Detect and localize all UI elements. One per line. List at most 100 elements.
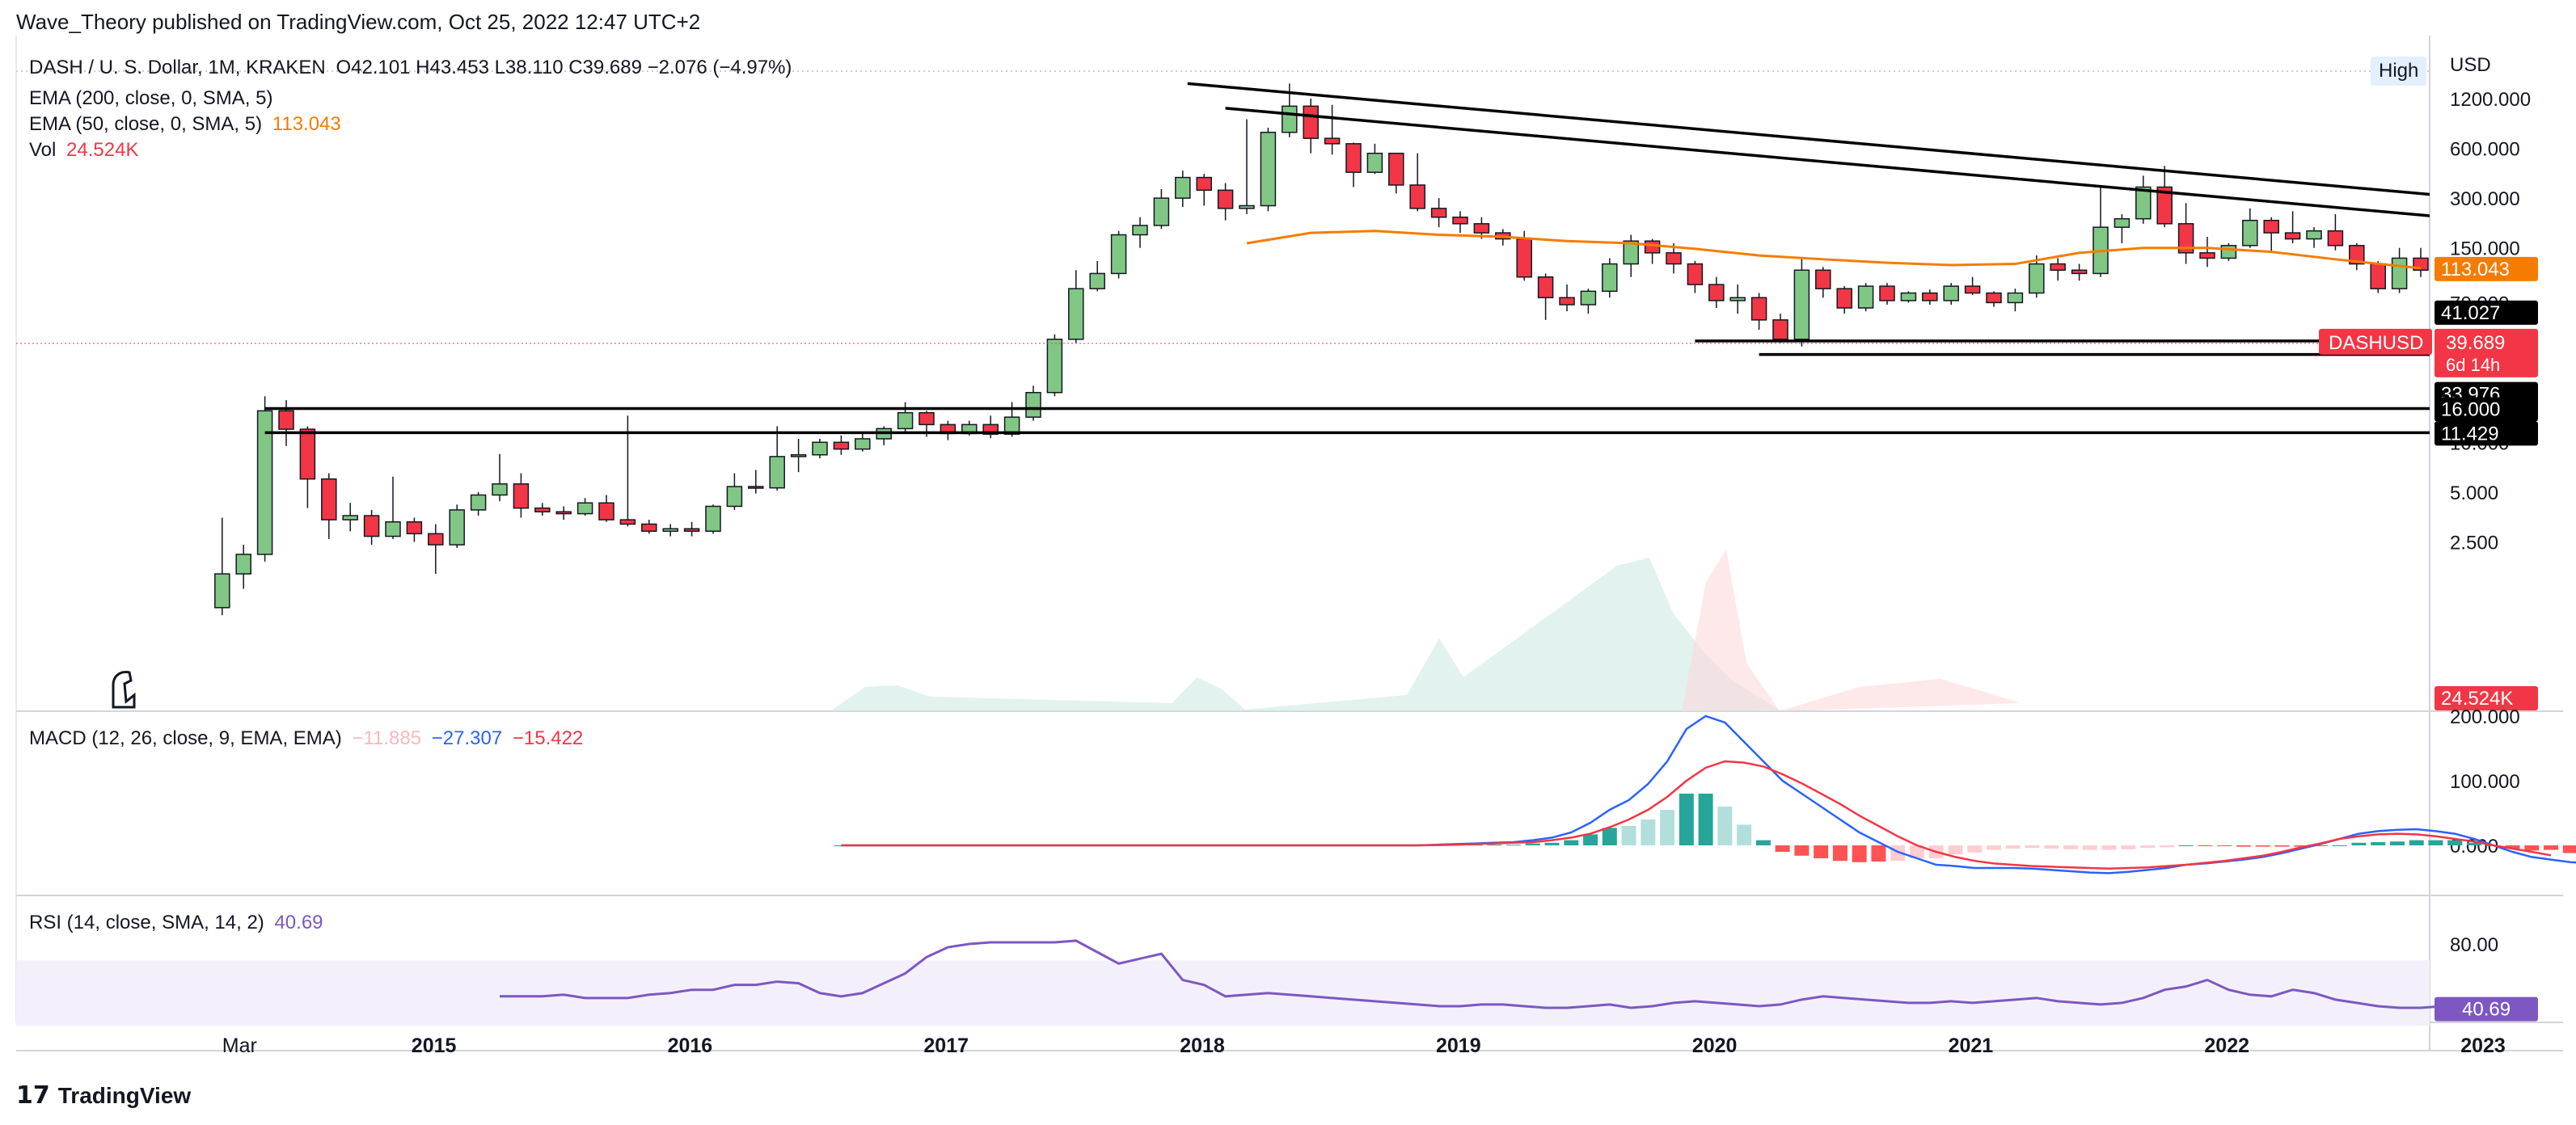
- candle-2019-09[interactable]: [1623, 234, 1639, 277]
- candle-2016-02[interactable]: [705, 504, 721, 534]
- candle-2016-05[interactable]: [769, 426, 785, 491]
- candle-2015-02[interactable]: [449, 504, 465, 548]
- candle-2020-12[interactable]: [1943, 283, 1959, 305]
- candle-2016-04[interactable]: [748, 470, 764, 494]
- candle-2019-08[interactable]: [1602, 258, 1618, 298]
- candle-2020-09[interactable]: [1879, 283, 1895, 305]
- candle-2021-03[interactable]: [2007, 289, 2024, 312]
- candle-2014-10[interactable]: [363, 509, 380, 546]
- candle-2016-10[interactable]: [876, 426, 892, 445]
- candle-2016-03[interactable]: [726, 473, 743, 510]
- candle-2021-06[interactable]: [2071, 263, 2088, 281]
- candle-2019-10[interactable]: [1644, 238, 1661, 264]
- candle-2020-01[interactable]: [1708, 276, 1725, 309]
- candle-2020-08[interactable]: [1857, 283, 1874, 312]
- candle-2014-09[interactable]: [342, 503, 358, 532]
- candle-2016-11[interactable]: [897, 402, 914, 434]
- candle-2015-01[interactable]: [428, 524, 444, 575]
- candle-2021-05[interactable]: [2050, 258, 2066, 281]
- candle-2021-01[interactable]: [1964, 276, 1981, 295]
- legend-rsi[interactable]: RSI (14, close, SMA, 14, 2) 40.69: [29, 912, 328, 934]
- candle-2016-09[interactable]: [855, 432, 871, 452]
- candle-2015-12[interactable]: [662, 524, 678, 537]
- candle-2020-10[interactable]: [1900, 291, 1917, 303]
- legend-macd[interactable]: MACD (12, 26, close, 9, EMA, EMA) −11.88…: [29, 727, 588, 750]
- candle-2018-01[interactable]: [1196, 174, 1212, 206]
- candle-2014-11[interactable]: [385, 476, 401, 539]
- legend-ema200[interactable]: EMA (200, close, 0, SMA, 5): [29, 87, 277, 110]
- candle-2017-11[interactable]: [1153, 189, 1170, 230]
- candle-2017-12[interactable]: [1175, 171, 1191, 208]
- candle-2022-06[interactable]: [2327, 213, 2344, 251]
- legend-symbol[interactable]: DASH / U. S. Dollar, 1M, KRAKEN: [29, 57, 326, 78]
- candle-2015-08[interactable]: [576, 498, 593, 516]
- candle-2017-10[interactable]: [1132, 217, 1148, 248]
- candle-2022-01[interactable]: [2220, 242, 2237, 261]
- candle-2018-06[interactable]: [1303, 99, 1319, 154]
- candle-2021-09[interactable]: [2135, 175, 2152, 224]
- candle-2017-09[interactable]: [1110, 230, 1127, 279]
- candle-2018-10[interactable]: [1388, 152, 1404, 194]
- candle-2018-02[interactable]: [1217, 183, 1234, 221]
- candle-2022-08[interactable]: [2370, 260, 2386, 293]
- candle-2019-01[interactable]: [1452, 211, 1468, 234]
- candle-2017-07[interactable]: [1068, 270, 1084, 343]
- candle-2019-12[interactable]: [1687, 260, 1704, 293]
- candle-2021-08[interactable]: [2114, 213, 2130, 243]
- legend-vol[interactable]: Vol 24.524K: [29, 139, 143, 162]
- candle-2016-01[interactable]: [683, 521, 700, 537]
- legend-ema50[interactable]: EMA (50, close, 0, SMA, 5) 113.043: [29, 113, 346, 136]
- candle-2014-08[interactable]: [321, 473, 337, 539]
- candle-2018-08[interactable]: [1345, 142, 1362, 188]
- candle-2022-05[interactable]: [2306, 227, 2322, 248]
- candle-2021-02[interactable]: [1986, 291, 2002, 307]
- candle-2020-07[interactable]: [1836, 286, 1852, 314]
- candle-2014-06[interactable]: [278, 400, 294, 446]
- candle-2020-04[interactable]: [1772, 314, 1788, 343]
- candle-2022-10[interactable]: [2413, 247, 2429, 277]
- candle-2015-09[interactable]: [598, 495, 614, 522]
- candle-2016-07[interactable]: [812, 438, 828, 459]
- candle-2014-03[interactable]: [214, 517, 230, 616]
- candle-2015-05[interactable]: [513, 473, 530, 518]
- candle-2015-03[interactable]: [470, 491, 487, 516]
- candle-2018-03[interactable]: [1239, 119, 1255, 214]
- candle-2021-04[interactable]: [2029, 255, 2045, 298]
- candle-2015-06[interactable]: [534, 503, 551, 516]
- candle-2020-02[interactable]: [1729, 284, 1746, 314]
- candle-2017-03[interactable]: [982, 415, 999, 439]
- candle-2015-07[interactable]: [555, 506, 572, 520]
- candle-2017-05[interactable]: [1025, 386, 1041, 421]
- candle-2019-05[interactable]: [1537, 273, 1554, 320]
- candle-2017-01[interactable]: [940, 420, 956, 440]
- candle-2022-02[interactable]: [2242, 208, 2258, 248]
- candle-2021-12[interactable]: [2199, 237, 2215, 268]
- candle-2021-07[interactable]: [2092, 187, 2109, 277]
- candle-2019-11[interactable]: [1666, 242, 1682, 274]
- candle-2022-09[interactable]: [2391, 247, 2408, 293]
- candle-2019-07[interactable]: [1580, 289, 1597, 314]
- candle-2017-06[interactable]: [1046, 334, 1063, 397]
- candle-2016-06[interactable]: [790, 438, 807, 473]
- candle-2014-12[interactable]: [406, 517, 423, 542]
- candle-2018-04[interactable]: [1260, 128, 1277, 212]
- trend-line[interactable]: [1187, 82, 2576, 213]
- candle-2020-06[interactable]: [1815, 267, 1831, 298]
- candle-2015-04[interactable]: [492, 453, 508, 502]
- tradingview-logo[interactable]: 𝟭𝟳 TradingView: [16, 1081, 191, 1110]
- candle-2014-05[interactable]: [256, 396, 273, 562]
- candle-2022-07[interactable]: [2349, 242, 2365, 271]
- candle-2019-06[interactable]: [1559, 284, 1575, 312]
- ema50-line[interactable]: [1246, 230, 2422, 270]
- candle-2017-08[interactable]: [1089, 260, 1105, 292]
- candle-2021-11[interactable]: [2177, 203, 2194, 264]
- candle-2022-04[interactable]: [2284, 211, 2301, 243]
- candle-2016-08[interactable]: [833, 435, 850, 455]
- candle-2018-09[interactable]: [1366, 143, 1383, 175]
- candle-2020-05[interactable]: [1793, 258, 1810, 347]
- candle-2015-11[interactable]: [641, 520, 657, 534]
- candle-2021-10[interactable]: [2156, 166, 2173, 228]
- candle-2020-11[interactable]: [1922, 289, 1938, 305]
- candle-2018-12[interactable]: [1430, 198, 1447, 228]
